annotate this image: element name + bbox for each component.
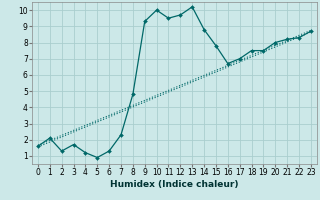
X-axis label: Humidex (Indice chaleur): Humidex (Indice chaleur)	[110, 180, 239, 189]
